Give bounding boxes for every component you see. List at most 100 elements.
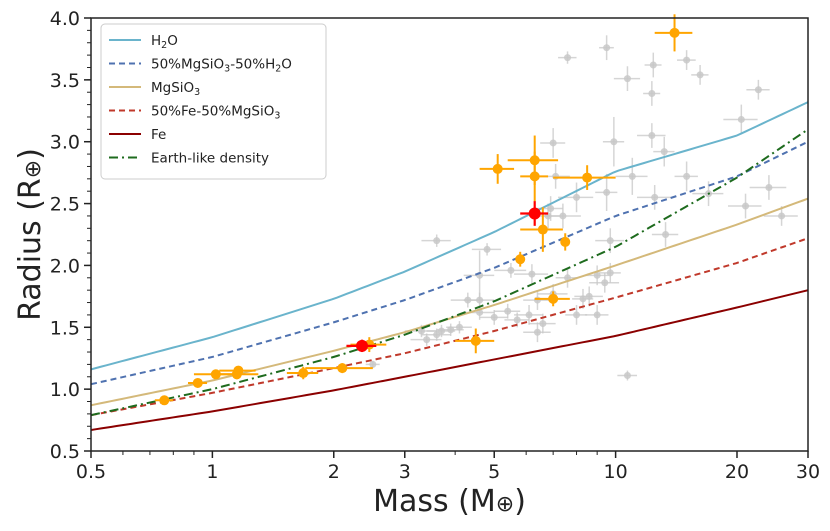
background-planet-marker xyxy=(564,54,572,62)
background-planet xyxy=(471,243,502,256)
background-planet-marker xyxy=(648,89,656,97)
background-planet xyxy=(651,222,679,247)
legend-label: Fe xyxy=(151,127,166,143)
background-planet xyxy=(589,272,620,293)
highlighted-planet-marker xyxy=(582,172,593,183)
red-planet-marker xyxy=(356,339,369,352)
plot-frame xyxy=(90,17,809,452)
curve-50-fe-50-mgsio3 xyxy=(91,237,808,417)
legend-label: 50%Fe-50%MgSiO3 xyxy=(151,104,280,122)
background-planet-marker xyxy=(683,56,691,64)
background-planet-marker xyxy=(754,86,762,94)
legend-box xyxy=(100,23,327,180)
axis-ticks: 0.5 1 2 3 5 10 20 30 0.5 1.0 1.5 2.0 2.5 3.0 3.5 4.0 xyxy=(50,8,820,483)
background-planet xyxy=(602,116,625,167)
background-planet-marker xyxy=(483,245,491,253)
y-tick-label: 1.0 xyxy=(50,379,80,401)
curve-earth-like-density xyxy=(91,128,808,417)
background-planet-marker xyxy=(623,75,631,83)
background-planet xyxy=(615,157,648,195)
y-tick-label: 3.5 xyxy=(50,70,80,92)
background-planet xyxy=(585,305,609,325)
legend-item: MgSiO3 xyxy=(109,80,200,98)
background-planet-marker xyxy=(765,183,773,191)
highlighted-planet xyxy=(219,365,256,376)
background-planet xyxy=(763,206,798,226)
red-planet xyxy=(520,201,549,226)
background-planet xyxy=(691,65,709,85)
background-planet-marker xyxy=(552,172,560,180)
background-planet-marker xyxy=(603,44,611,52)
background-planet xyxy=(542,203,581,229)
background-planet xyxy=(674,161,698,192)
curve-h2o xyxy=(91,101,808,371)
highlighted-planet-marker xyxy=(159,395,170,406)
red-planet-marker xyxy=(528,207,541,220)
background-planet-marker xyxy=(603,188,611,196)
background-planet-marker xyxy=(490,313,498,321)
legend-label: MgSiO3 xyxy=(151,80,200,98)
curve-fe xyxy=(91,289,808,431)
legend-label: Earth-like density xyxy=(151,151,269,167)
background-planet-marker xyxy=(507,266,515,274)
background-planet-marker xyxy=(464,296,472,304)
highlighted-planet-marker xyxy=(233,365,244,376)
highlighted-planet xyxy=(515,251,526,267)
background-planet-marker xyxy=(651,193,659,201)
background-planet-marker xyxy=(649,61,657,69)
background-planet-marker xyxy=(623,372,631,380)
highlighted-planet xyxy=(305,363,373,374)
highlighted-planet-marker xyxy=(298,368,309,379)
legend-label: H2O xyxy=(151,33,178,51)
background-planet-marker xyxy=(504,307,512,315)
x-tick-label: 1 xyxy=(206,461,218,483)
background-planet-marker xyxy=(447,326,455,334)
background-planet-marker xyxy=(369,360,377,368)
x-tick-label: 10 xyxy=(604,461,628,483)
background-planet-marker xyxy=(742,202,750,210)
highlighted-planet-marker xyxy=(492,163,503,174)
background-planet-marker xyxy=(778,212,786,220)
background-planet-marker xyxy=(606,237,614,245)
background-planet-marker xyxy=(525,311,533,319)
background-planet xyxy=(653,136,675,167)
background-planet xyxy=(585,265,609,286)
highlighted-planet xyxy=(654,14,693,52)
legend: H2O 50%MgSiO3-50%H2O MgSiO3 50%Fe-50%MgSiO3… xyxy=(100,23,327,180)
background-planet-marker xyxy=(417,327,425,335)
background-planet xyxy=(410,333,442,346)
highlighted-planet xyxy=(286,366,319,380)
background-planet-marker xyxy=(533,328,541,336)
highlighted-planet-marker xyxy=(470,335,481,346)
background-planet xyxy=(637,185,671,210)
background-planet xyxy=(572,288,594,309)
y-tick-label: 2.0 xyxy=(50,255,80,277)
background-planet-marker xyxy=(648,132,656,140)
highlighted-planet-marker xyxy=(669,27,680,38)
background-planet-marker xyxy=(610,138,618,146)
y-tick-label: 4.0 xyxy=(50,8,80,30)
highlighted-planet-marker xyxy=(548,293,559,304)
red-planets xyxy=(346,201,549,353)
background-planet-marker xyxy=(660,148,668,156)
background-planet xyxy=(613,66,641,91)
x-axis-title: Mass (M⊕) xyxy=(373,484,526,519)
background-planet xyxy=(494,262,527,278)
highlighted-planet-marker xyxy=(560,236,571,247)
y-tick-label: 2.5 xyxy=(50,194,80,216)
background-planet-marker xyxy=(433,331,441,339)
background-planet-marker xyxy=(737,115,745,123)
highlighted-planet-marker xyxy=(529,155,540,166)
y-tick-label: 1.5 xyxy=(50,317,80,339)
highlighted-planet xyxy=(507,135,559,186)
background-planet xyxy=(595,173,618,211)
highlighted-planet xyxy=(154,395,174,406)
legend-item: Earth-like density xyxy=(109,151,269,167)
legend-label: 50%MgSiO3-50%H2O xyxy=(151,57,292,75)
background-planet xyxy=(565,305,588,325)
background-planet-marker xyxy=(606,269,614,277)
background-planet-marker xyxy=(528,270,536,278)
background-planet xyxy=(558,51,577,64)
background-planet xyxy=(677,50,696,70)
background-planet xyxy=(514,305,543,325)
